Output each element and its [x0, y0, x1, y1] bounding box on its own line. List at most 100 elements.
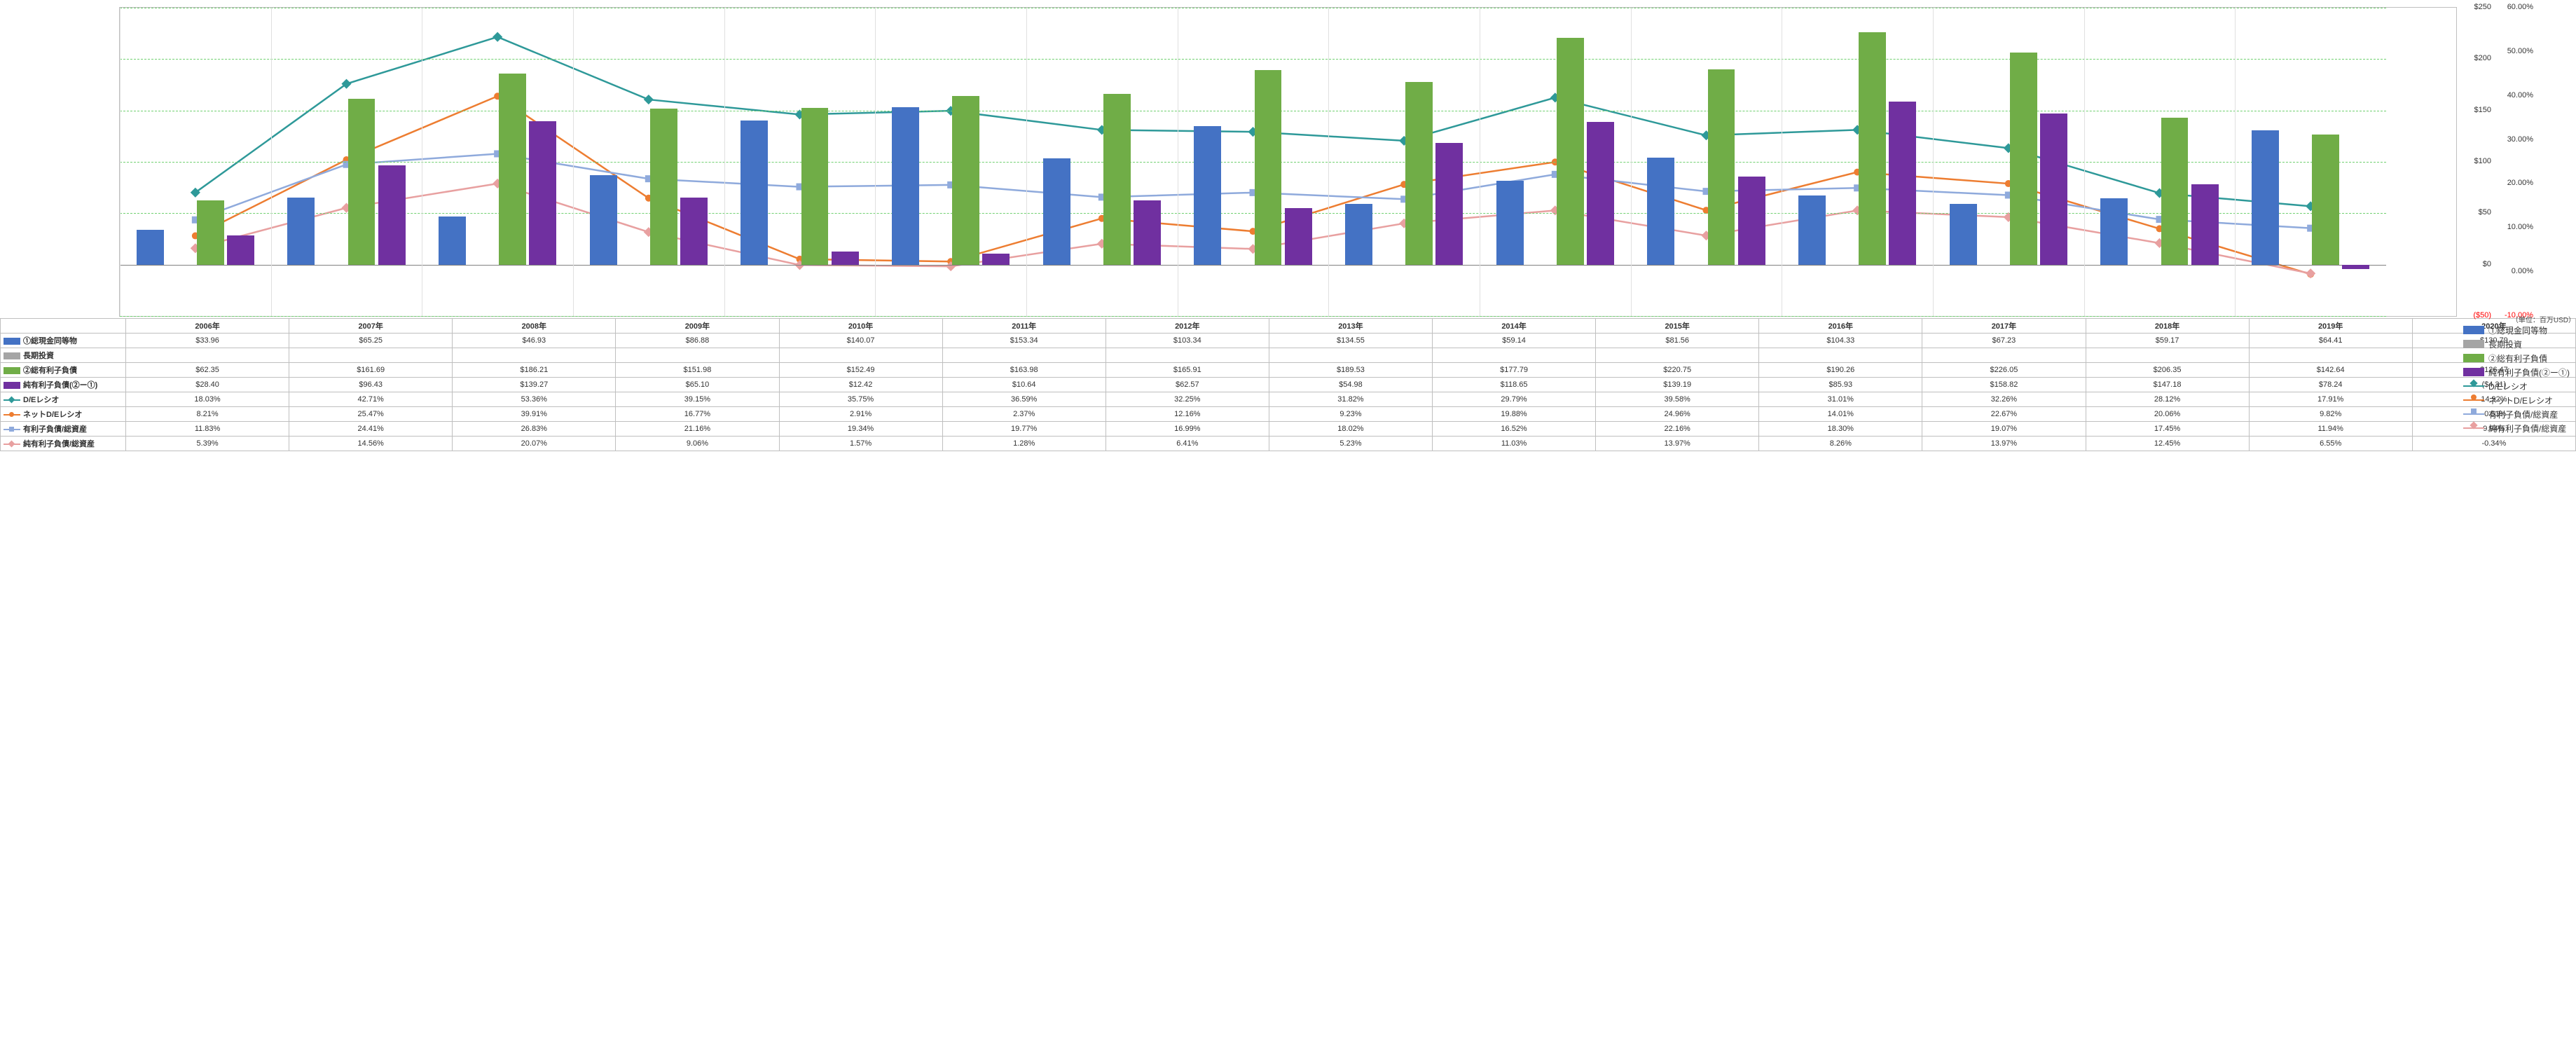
- table-cell: 22.16%: [1596, 422, 1759, 437]
- bar-netdebt: [1587, 122, 1614, 265]
- table-cell: 2.37%: [942, 407, 1106, 422]
- legend-item-netdebtasset: 純有利子負債/総資産: [2463, 421, 2575, 435]
- table-cell: $104.33: [1759, 334, 1922, 348]
- table-cell: $65.10: [616, 378, 779, 392]
- table-row-debtasset: 有利子負債/総資産11.83%24.41%26.83%21.16%19.34%1…: [1, 422, 2576, 437]
- table-cell: $142.64: [2249, 363, 2412, 378]
- table-cell: 1.57%: [779, 437, 942, 451]
- table-cell: $12.42: [779, 378, 942, 392]
- marker-de: [493, 32, 502, 42]
- table-cell: 24.41%: [289, 422, 453, 437]
- table-cell: 16.99%: [1106, 422, 1269, 437]
- y2-tick-label: 30.00%: [2507, 135, 2533, 144]
- table-cell: 12.45%: [2086, 437, 2249, 451]
- table-year-header: 2015年: [1596, 319, 1759, 334]
- table-cell: [453, 348, 616, 363]
- bar-netdebt: [832, 252, 859, 264]
- bar-cash: [287, 198, 315, 265]
- table-cell: $134.55: [1269, 334, 1432, 348]
- table-cell: $65.25: [289, 334, 453, 348]
- bar-netdebt: [1285, 208, 1312, 265]
- table-year-header: 2012年: [1106, 319, 1269, 334]
- table-cell: 9.82%: [2249, 407, 2412, 422]
- legend-label: ネットD/Eレシオ: [2488, 394, 2553, 406]
- y2-axis: -10.00%0.00%10.00%20.00%30.00%40.00%50.0…: [2456, 8, 2495, 316]
- bar-debt: [801, 108, 829, 265]
- table-year-header: 2019年: [2249, 319, 2412, 334]
- table-cell: $103.34: [1106, 334, 1269, 348]
- bar-netdebt: [982, 254, 1010, 265]
- bar-debt: [2161, 118, 2189, 264]
- legend-item-ltinv: 長期投資: [2463, 337, 2575, 351]
- table-cell: $147.18: [2086, 378, 2249, 392]
- bar-cash: [741, 121, 768, 264]
- y2-tick-label: 50.00%: [2507, 47, 2533, 55]
- grid-line: [120, 59, 2386, 60]
- bar-cash: [2100, 198, 2128, 264]
- y1-axis: ($50)$0$50$100$150$200$250: [2425, 8, 2460, 316]
- table-row-label: 有利子負債/総資産: [23, 425, 87, 434]
- table-row-netdebtasset: 純有利子負債/総資産5.39%14.56%20.07%9.06%1.57%1.2…: [1, 437, 2576, 451]
- table-row-ltinv: 長期投資: [1, 348, 2576, 363]
- table-cell: 29.79%: [1433, 392, 1596, 407]
- table-year-header: 2011年: [942, 319, 1106, 334]
- table-cell: 16.77%: [616, 407, 779, 422]
- table-cell: 18.03%: [126, 392, 289, 407]
- table-cell: $139.19: [1596, 378, 1759, 392]
- table-cell: 17.45%: [2086, 422, 2249, 437]
- legend-label: D/Eレシオ: [2488, 380, 2528, 392]
- table-cell: $163.98: [942, 363, 1106, 378]
- table-cell: [126, 348, 289, 363]
- table-cell: [1596, 348, 1759, 363]
- table-cell: 53.36%: [453, 392, 616, 407]
- table-cell: [1922, 348, 2086, 363]
- bar-debt: [1708, 69, 1735, 265]
- table-cell: 5.39%: [126, 437, 289, 451]
- table-year-header: 2014年: [1433, 319, 1596, 334]
- table-cell: 19.07%: [1922, 422, 2086, 437]
- table-cell: $153.34: [942, 334, 1106, 348]
- table-cell: 8.26%: [1759, 437, 1922, 451]
- legend-item-debt: ②総有利子負債: [2463, 351, 2575, 365]
- legend-item-netdebt: 純有利子負債(②ー①): [2463, 365, 2575, 379]
- table-year-header: 2007年: [289, 319, 453, 334]
- table-cell: [779, 348, 942, 363]
- marker-netdebtasset: [2306, 268, 2315, 278]
- data-table: 2006年2007年2008年2009年2010年2011年2012年2013年…: [0, 318, 2576, 451]
- y2-tick-label: 40.00%: [2507, 91, 2533, 99]
- table-cell: $220.75: [1596, 363, 1759, 378]
- bar-netdebt: [227, 235, 254, 265]
- table-cell: $67.23: [1922, 334, 2086, 348]
- chart-plot: [120, 8, 2386, 316]
- bar-cash: [1798, 195, 1826, 265]
- table-year-header: 2016年: [1759, 319, 1922, 334]
- table-cell: [289, 348, 453, 363]
- table-cell: 9.06%: [616, 437, 779, 451]
- table-cell: 16.52%: [1433, 422, 1596, 437]
- table-cell: 6.41%: [1106, 437, 1269, 451]
- table-year-header: 2017年: [1922, 319, 2086, 334]
- table-cell: $62.57: [1106, 378, 1269, 392]
- table-cell: 32.26%: [1922, 392, 2086, 407]
- bar-cash: [1345, 204, 1372, 265]
- legend-label: 有利子負債/総資産: [2488, 408, 2558, 420]
- table-cell: $186.21: [453, 363, 616, 378]
- table-cell: 11.03%: [1433, 437, 1596, 451]
- table-cell: $81.56: [1596, 334, 1759, 348]
- bar-debt: [499, 74, 526, 265]
- y2-tick-label: 60.00%: [2507, 3, 2533, 11]
- table-cell: 11.94%: [2249, 422, 2412, 437]
- table-cell: [942, 348, 1106, 363]
- table-cell: 24.96%: [1596, 407, 1759, 422]
- table-year-header: 2013年: [1269, 319, 1432, 334]
- table-cell: $33.96: [126, 334, 289, 348]
- table-cell: 31.82%: [1269, 392, 1432, 407]
- marker-de: [644, 95, 654, 104]
- table-cell: $190.26: [1759, 363, 1922, 378]
- table-cell: 36.59%: [942, 392, 1106, 407]
- table-cell: $118.65: [1433, 378, 1596, 392]
- category-separator: [2084, 8, 2085, 316]
- category-separator: [1631, 8, 1632, 316]
- table-cell: [1759, 348, 1922, 363]
- bar-cash: [439, 217, 466, 265]
